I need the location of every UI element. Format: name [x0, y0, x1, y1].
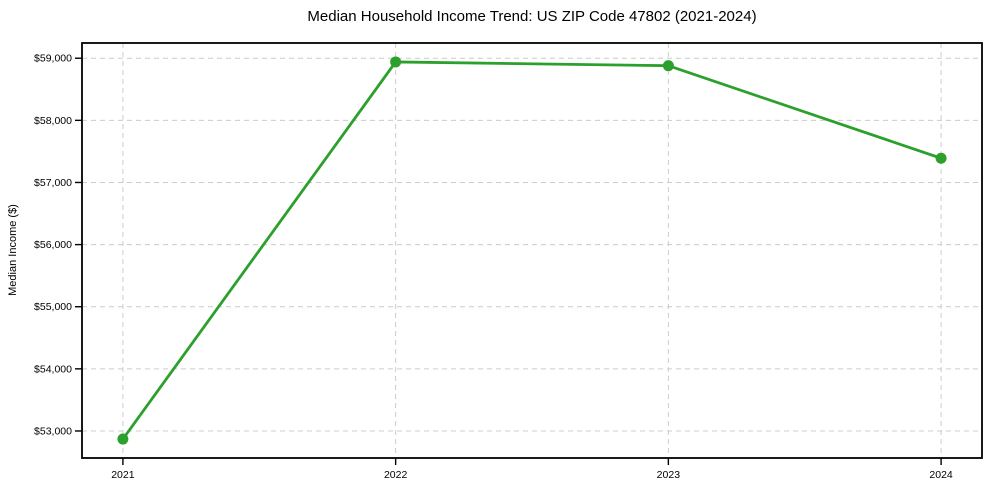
trend-line [121, 60, 943, 441]
x-tick-label: 2023 [657, 469, 681, 481]
data-point-2023 [662, 60, 674, 72]
y-tick-label: $54,000 [34, 363, 72, 375]
y-tick-label: $55,000 [34, 301, 72, 313]
y-tick-label: $59,000 [34, 53, 72, 65]
data-point-2021 [117, 433, 129, 445]
y-tick-label: $57,000 [34, 177, 72, 189]
chart-title: Median Household Income Trend: US ZIP Co… [307, 8, 757, 25]
x-tick-label: 2022 [384, 469, 408, 481]
x-tick-label: 2024 [929, 469, 953, 481]
y-tick-label: $53,000 [34, 425, 72, 437]
x-tick-label: 2021 [111, 469, 135, 481]
data-point-2022 [390, 56, 402, 68]
y-tick-label: $56,000 [34, 239, 72, 251]
y-tick-label: $58,000 [34, 115, 72, 127]
plot-border [81, 42, 983, 459]
data-point-2024 [935, 152, 947, 164]
